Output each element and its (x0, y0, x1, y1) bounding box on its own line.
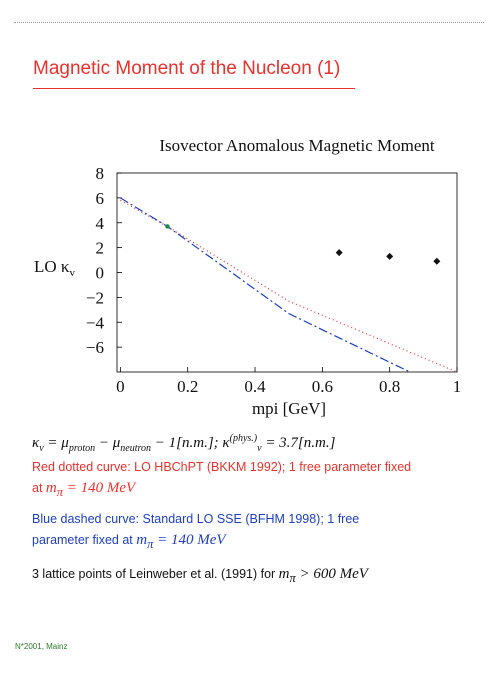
x-axis-label: mpi [GeV] (252, 399, 326, 418)
y-tick-label: −6 (86, 338, 104, 357)
y-tick-label: 0 (96, 264, 105, 283)
top-dotted-rule (14, 22, 484, 23)
y-tick-label: 6 (96, 189, 105, 208)
x-tick-label: 0.2 (177, 377, 198, 396)
plot-frame (116, 172, 458, 373)
y-tick-label: 4 (96, 214, 105, 233)
red-curve-note: Red dotted curve: LO HBChPT (BKKM 1992);… (32, 460, 412, 474)
lattice-point (335, 249, 343, 257)
y-tick-label: 2 (96, 239, 105, 258)
lattice-points-note: 3 lattice points of Leinweber et al. (19… (32, 566, 368, 585)
kappa-formula: κv = μproton − μneutron − 1[n.m.]; κ(phy… (32, 433, 336, 454)
x-tick-label: 0.6 (312, 377, 333, 396)
y-tick-label: −2 (86, 288, 104, 307)
y-tick-label: −4 (86, 313, 105, 332)
red-dotted-curve (120, 199, 457, 372)
y-axis-label: LO κv (34, 257, 75, 279)
chart-title: Isovector Anomalous Magnetic Moment (159, 136, 435, 155)
blue-dashdot-curve (120, 197, 411, 372)
x-tick-label: 0.8 (379, 377, 400, 396)
x-tick-label: 0.4 (244, 377, 266, 396)
chart: Isovector Anomalous Magnetic Moment 8 6 4 2 0… (34, 136, 462, 418)
lattice-point (386, 252, 394, 260)
x-tick-label: 1 (453, 377, 462, 396)
physical-point-marker (165, 224, 170, 229)
footer-conference: N*2001, Mainz (15, 642, 68, 651)
x-tick-label: 0 (116, 377, 125, 396)
red-curve-note-mass: at mπ = 140 MeV (32, 480, 136, 499)
blue-curve-note: Blue dashed curve: Standard LO SSE (BFHM… (32, 512, 360, 526)
blue-curve-note-mass: parameter fixed at mπ = 140 MeV (32, 532, 226, 551)
slide-title: Magnetic Moment of the Nucleon (1) (33, 58, 341, 79)
lattice-point (433, 257, 441, 265)
title-underline (33, 88, 355, 89)
y-tick-label: 8 (96, 164, 105, 183)
